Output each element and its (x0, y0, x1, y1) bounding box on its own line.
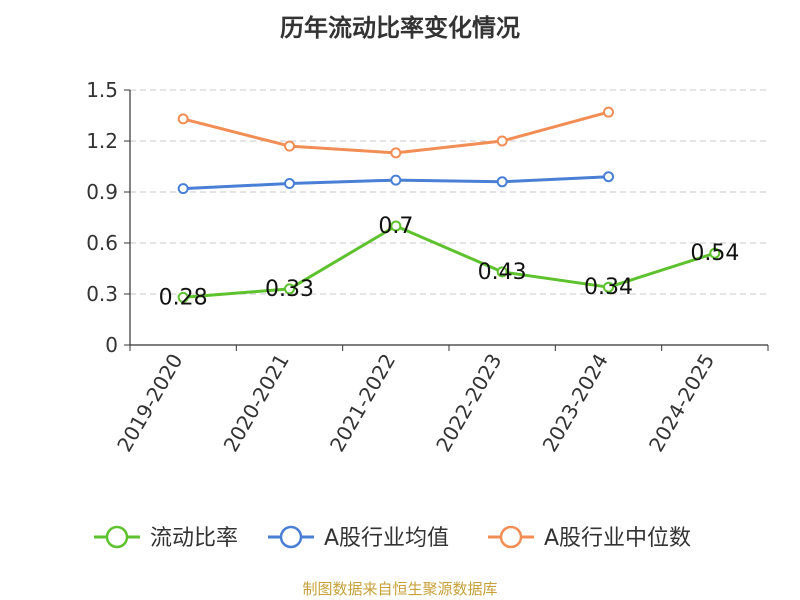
x-tick-label: 2022-2023 (431, 349, 506, 455)
data-point (709, 247, 721, 259)
data-label: 0.33 (265, 277, 314, 302)
data-point (390, 174, 402, 186)
source-note: 制图数据来自恒生聚源数据库 (302, 580, 498, 598)
legend-item[interactable]: A股行业均值 (268, 525, 449, 551)
y-tick-label: 1.5 (86, 78, 118, 102)
y-tick-label: 0 (105, 333, 118, 357)
data-point (284, 283, 295, 295)
legend-swatch-marker (279, 525, 303, 549)
data-point (177, 113, 189, 125)
data-point (496, 266, 508, 278)
legend-item[interactable]: A股行业中位数 (488, 525, 691, 551)
data-point (496, 176, 508, 188)
data-label: 0.43 (478, 260, 527, 285)
data-point (603, 281, 614, 293)
x-tick-label: 2020-2021 (219, 350, 294, 456)
chart-title: 历年流动比率变化情况 (280, 14, 520, 42)
data-point (603, 171, 614, 183)
legend-swatch-marker (105, 525, 129, 549)
axes: 0 0.3 0.6 0.9 1.2 1.5 2019-2020 2020-2021 2021-2… (86, 78, 769, 456)
data-labels: 0.28 0.33 0.7 0.43 0.34 0.54 (159, 214, 740, 310)
data-point (603, 106, 614, 118)
series-line (183, 224, 716, 299)
y-tick-label: 0.9 (86, 180, 118, 204)
legend-label: A股行业中位数 (544, 526, 691, 551)
data-label: 0.7 (378, 214, 413, 239)
y-tick-label: 0.6 (86, 231, 118, 255)
series-line (182, 110, 609, 155)
x-tick-label: 2024-2025 (644, 350, 719, 456)
x-tick-label: 2019-2020 (112, 350, 187, 456)
legend-label: 流动比率 (150, 526, 238, 551)
data-point (390, 147, 402, 159)
y-tick-label: 1.2 (86, 129, 118, 153)
data-label: 0.54 (690, 241, 739, 266)
data-label: 0.28 (159, 285, 208, 310)
data-point (284, 178, 295, 189)
y-tick-label: 0.3 (86, 282, 118, 306)
legend-label: A股行业均值 (324, 526, 449, 551)
data-label: 0.34 (584, 275, 633, 300)
series-lines (177, 106, 721, 303)
x-tick-label: 2021-2022 (325, 350, 400, 456)
x-tick-label: 2023-2024 (538, 350, 613, 456)
data-point (390, 220, 402, 232)
legend: 流动比率 A股行业均值 A股行业中位数 (94, 525, 691, 551)
grid-lines (130, 89, 768, 295)
data-point (177, 183, 189, 195)
legend-item[interactable]: 流动比率 (94, 525, 238, 551)
data-point (177, 291, 189, 303)
legend-swatch-marker (499, 525, 523, 549)
data-point (284, 140, 295, 152)
data-point (496, 135, 508, 147)
